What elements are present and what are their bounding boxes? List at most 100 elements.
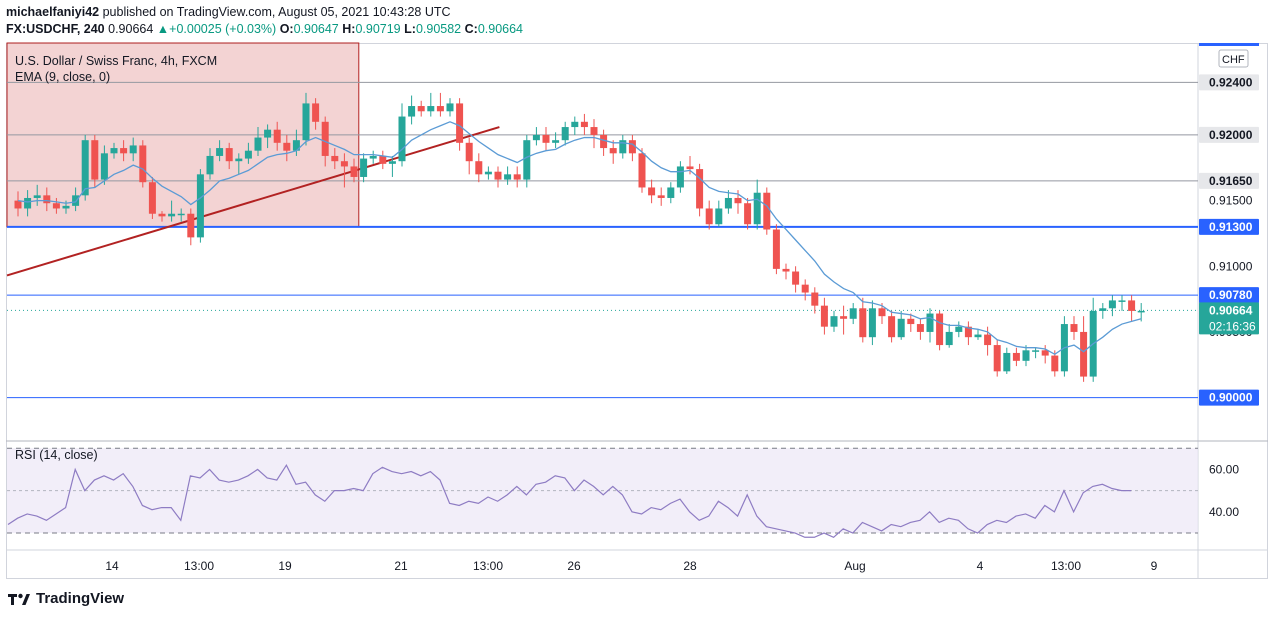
trendline bbox=[6, 126, 500, 277]
candle-body bbox=[235, 158, 243, 162]
candle-body bbox=[24, 197, 32, 209]
candle-body bbox=[168, 213, 176, 217]
candle-body bbox=[446, 103, 454, 112]
candle-body bbox=[849, 308, 857, 319]
price-tick-label: 0.91500 bbox=[1209, 194, 1253, 208]
candle-body bbox=[494, 171, 502, 180]
candle-body bbox=[523, 140, 531, 180]
high-value: 0.90719 bbox=[355, 22, 401, 36]
candle-body bbox=[321, 121, 329, 156]
time-tick-label: 13:00 bbox=[473, 559, 503, 573]
candle-body bbox=[830, 316, 838, 327]
candle-body bbox=[667, 187, 675, 198]
candle-body bbox=[1041, 350, 1049, 356]
candle-body bbox=[187, 213, 195, 238]
candle-body bbox=[888, 316, 896, 338]
candle-body bbox=[81, 140, 89, 196]
candle-body bbox=[945, 331, 953, 346]
time-tick-label: 4 bbox=[977, 559, 984, 573]
publish-text: published on TradingView.com, August 05,… bbox=[102, 5, 451, 19]
price-label: 0.90000 bbox=[1209, 391, 1253, 405]
candle-body bbox=[43, 195, 51, 204]
candle-body bbox=[772, 229, 780, 269]
candle-body bbox=[283, 142, 291, 151]
candle-body bbox=[62, 205, 70, 209]
close-value: 0.90664 bbox=[477, 22, 523, 36]
candle-body bbox=[542, 134, 550, 143]
candle-body bbox=[1003, 352, 1011, 372]
candle-body bbox=[312, 103, 320, 122]
candle-body bbox=[571, 121, 579, 128]
candle-body bbox=[580, 121, 588, 128]
candles bbox=[14, 92, 1145, 382]
candle-body bbox=[196, 174, 204, 238]
candle-body bbox=[369, 155, 377, 159]
candle-body bbox=[1118, 300, 1126, 302]
candle-body bbox=[686, 166, 694, 170]
rsi-legend: RSI (14, close) bbox=[15, 448, 98, 462]
candle-body bbox=[696, 169, 704, 209]
candle-body bbox=[734, 197, 742, 204]
currency-badge bbox=[1218, 49, 1249, 68]
candle-body bbox=[801, 284, 809, 293]
candle-body bbox=[907, 318, 915, 325]
open-value: 0.90647 bbox=[293, 22, 339, 36]
candle-body bbox=[840, 316, 848, 319]
price-label: 0.90664 bbox=[1209, 303, 1253, 317]
candle-body bbox=[110, 148, 118, 154]
candle-body bbox=[984, 334, 992, 346]
rsi-line bbox=[7, 463, 1132, 538]
candle-body bbox=[926, 313, 934, 332]
candle-body bbox=[206, 155, 214, 175]
candle-body bbox=[216, 148, 224, 156]
candle-body bbox=[1012, 352, 1020, 361]
last-price: 0.90664 bbox=[108, 22, 154, 36]
candle-body bbox=[1070, 324, 1078, 332]
candle-body bbox=[993, 345, 1001, 372]
candle-body bbox=[619, 140, 627, 154]
candle-body bbox=[552, 140, 560, 143]
candle-body bbox=[724, 197, 732, 209]
candle-body bbox=[638, 153, 646, 188]
candle-body bbox=[1022, 350, 1030, 361]
change-arrow-icon: ▲ bbox=[156, 22, 170, 36]
tradingview-brand: TradingView bbox=[36, 590, 125, 607]
candle-body bbox=[331, 155, 339, 162]
tradingview-footer[interactable]: TradingView bbox=[8, 590, 124, 607]
candle-body bbox=[561, 127, 569, 141]
time-tick-label: Aug bbox=[844, 559, 865, 573]
candle-body bbox=[513, 174, 521, 180]
candle-body bbox=[100, 153, 108, 180]
time-tick-label: 28 bbox=[683, 559, 697, 573]
candle-body bbox=[254, 137, 262, 151]
candle-body bbox=[264, 129, 272, 138]
low-label: L: bbox=[404, 22, 416, 36]
chart-frame bbox=[6, 43, 1268, 579]
candle-body bbox=[436, 106, 444, 112]
price-label: 0.91300 bbox=[1209, 220, 1253, 234]
price-tick-label: 0.91000 bbox=[1209, 259, 1253, 273]
candle-body bbox=[456, 103, 464, 143]
open-label: O: bbox=[279, 22, 294, 36]
ohlc-header: FX:USDCHF, 240 0.90664 ▲+0.00025 (+0.03%… bbox=[6, 22, 523, 36]
tradingview-logo-icon bbox=[8, 593, 30, 605]
candle-body bbox=[648, 187, 656, 196]
candle-body bbox=[916, 324, 924, 332]
candle-body bbox=[340, 161, 348, 167]
candle-body bbox=[974, 334, 982, 338]
price-label: 0.92000 bbox=[1209, 128, 1253, 142]
rsi-tick-label: 60.00 bbox=[1209, 462, 1239, 476]
candle-body bbox=[628, 140, 636, 154]
rsi-tick-label: 40.00 bbox=[1209, 505, 1239, 519]
candle-body bbox=[1080, 331, 1088, 377]
candle-body bbox=[1128, 300, 1136, 311]
publisher-name[interactable]: michaelfaniyi42 bbox=[6, 5, 100, 19]
candle-body bbox=[244, 150, 252, 159]
symbol-label: FX:USDCHF, 240 bbox=[6, 22, 105, 36]
candle-body bbox=[398, 116, 406, 162]
candle-body bbox=[590, 127, 598, 135]
price-label-box bbox=[1199, 74, 1259, 91]
candle-body bbox=[763, 192, 771, 230]
ema-line bbox=[17, 121, 1142, 356]
